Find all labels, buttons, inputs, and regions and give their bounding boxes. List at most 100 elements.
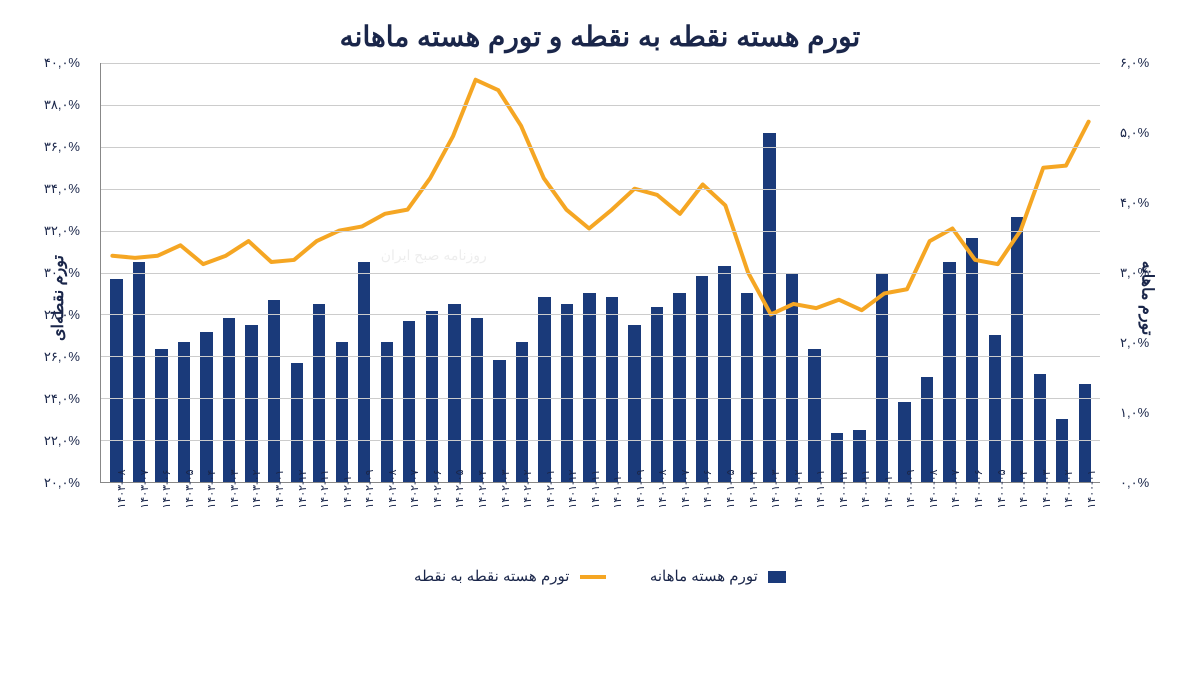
y-left-tick: ۲۸,۰% bbox=[20, 307, 80, 323]
gridline bbox=[101, 189, 1100, 190]
line-path bbox=[112, 80, 1088, 315]
y-right-tick: ۲,۰% bbox=[1120, 335, 1180, 351]
y-left-tick: ۳۸,۰% bbox=[20, 97, 80, 113]
x-tick-label: ۱۴۰۱-۱۲ bbox=[566, 469, 579, 508]
x-label-slot: ۱۴۰۲-۰۷ bbox=[397, 485, 420, 563]
y-right-tick: ۴,۰% bbox=[1120, 195, 1180, 211]
chart-title: تورم هسته نقطه به نقطه و تورم هسته ماهان… bbox=[30, 20, 1170, 53]
x-label-slot: ۱۴۰۲-۰۱ bbox=[532, 485, 555, 563]
x-tick-label: ۱۴۰۳-۰۱ bbox=[273, 469, 286, 508]
gridline bbox=[101, 105, 1100, 106]
x-label-slot: ۱۴۰۱-۰۷ bbox=[668, 485, 691, 563]
y-right-tick: ۱,۰% bbox=[1120, 405, 1180, 421]
x-label-slot: ۱۴۰۰-۰۲ bbox=[1051, 485, 1074, 563]
legend-bar: تورم هسته ماهانه bbox=[650, 567, 786, 585]
y-left-tick: ۴۰,۰% bbox=[20, 55, 80, 71]
gridline bbox=[101, 398, 1100, 399]
x-label-slot: ۱۴۰۳-۰۳ bbox=[217, 485, 240, 563]
x-label-slot: ۱۴۰۰-۱۱ bbox=[848, 485, 871, 563]
x-label-slot: ۱۴۰۰-۰۱ bbox=[1073, 485, 1096, 563]
x-label-slot: ۱۴۰۱-۱۱ bbox=[577, 485, 600, 563]
x-tick-label: ۱۴۰۳-۰۲ bbox=[250, 469, 263, 508]
plot-area: تورم نقطه‌ای تورم ماهانه ۲۰,۰%۲۲,۰%۲۴,۰%… bbox=[30, 63, 1170, 563]
x-label-slot: ۱۴۰۱-۱۰ bbox=[600, 485, 623, 563]
gridline bbox=[101, 273, 1100, 274]
x-label-slot: ۱۴۰۰-۰۵ bbox=[983, 485, 1006, 563]
x-tick-label: ۱۴۰۱-۰۵ bbox=[724, 469, 737, 508]
x-tick-label: ۱۴۰۱-۱۰ bbox=[611, 469, 624, 508]
x-tick-label: ۱۴۰۰-۰۶ bbox=[972, 469, 985, 508]
x-tick-label: ۱۴۰۲-۱۱ bbox=[318, 469, 331, 508]
x-label-slot: ۱۴۰۳-۰۷ bbox=[126, 485, 149, 563]
y-left-tick: ۲۶,۰% bbox=[20, 349, 80, 365]
legend-line: تورم هسته نقطه به نقطه bbox=[414, 567, 606, 585]
legend-line-label: تورم هسته نقطه به نقطه bbox=[414, 568, 569, 585]
x-label-slot: ۱۴۰۱-۰۸ bbox=[645, 485, 668, 563]
x-label-slot: ۱۴۰۳-۰۴ bbox=[194, 485, 217, 563]
x-label-slot: ۱۴۰۰-۱۰ bbox=[871, 485, 894, 563]
x-tick-label: ۱۴۰۰-۱۱ bbox=[859, 469, 872, 508]
gridline bbox=[101, 147, 1100, 148]
x-label-slot: ۱۴۰۲-۱۰ bbox=[329, 485, 352, 563]
x-label-slot: ۱۴۰۲-۱۱ bbox=[307, 485, 330, 563]
grid-area: روزنامه صبح ایران bbox=[100, 63, 1100, 483]
x-label-slot: ۱۴۰۳-۰۱ bbox=[262, 485, 285, 563]
x-label-slot: ۱۴۰۳-۰۸ bbox=[104, 485, 127, 563]
x-label-slot: ۱۴۰۰-۰۸ bbox=[916, 485, 939, 563]
x-label-slot: ۱۴۰۱-۰۵ bbox=[713, 485, 736, 563]
x-label-slot: ۱۴۰۲-۰۴ bbox=[465, 485, 488, 563]
y-left-tick: ۳۲,۰% bbox=[20, 223, 80, 239]
x-tick-label: ۱۴۰۲-۰۴ bbox=[476, 469, 489, 508]
x-tick-label: ۱۴۰۱-۰۳ bbox=[769, 469, 782, 508]
x-tick-label: ۱۴۰۳-۰۴ bbox=[205, 469, 218, 508]
y-right-tick: ۳,۰% bbox=[1120, 265, 1180, 281]
y-right-tick: ۰,۰% bbox=[1120, 475, 1180, 491]
x-tick-label: ۱۴۰۰-۰۴ bbox=[1017, 469, 1030, 508]
x-label-slot: ۱۴۰۲-۰۸ bbox=[375, 485, 398, 563]
x-tick-label: ۱۴۰۰-۱۰ bbox=[882, 469, 895, 508]
x-tick-label: ۱۴۰۲-۰۵ bbox=[453, 469, 466, 508]
y-right-tick: ۵,۰% bbox=[1120, 125, 1180, 141]
x-tick-label: ۱۴۰۱-۰۱ bbox=[814, 469, 827, 508]
x-label-slot: ۱۴۰۲-۰۹ bbox=[352, 485, 375, 563]
x-label-slot: ۱۴۰۱-۰۶ bbox=[690, 485, 713, 563]
x-label-slot: ۱۴۰۳-۰۶ bbox=[149, 485, 172, 563]
gridline bbox=[101, 314, 1100, 315]
x-tick-label: ۱۴۰۳-۰۷ bbox=[138, 469, 151, 508]
legend: تورم هسته ماهانه تورم هسته نقطه به نقطه bbox=[30, 567, 1170, 585]
x-label-slot: ۱۴۰۱-۰۳ bbox=[758, 485, 781, 563]
chart-container: تورم هسته نقطه به نقطه و تورم هسته ماهان… bbox=[0, 0, 1200, 679]
legend-bar-label: تورم هسته ماهانه bbox=[650, 568, 758, 585]
x-labels: ۱۴۰۰-۰۱۱۴۰۰-۰۲۱۴۰۰-۰۳۱۴۰۰-۰۴۱۴۰۰-۰۵۱۴۰۰-… bbox=[100, 485, 1100, 563]
x-label-slot: ۱۴۰۳-۰۲ bbox=[239, 485, 262, 563]
x-tick-label: ۱۴۰۲-۰۹ bbox=[363, 469, 376, 508]
x-tick-label: ۱۴۰۱-۰۴ bbox=[747, 469, 760, 508]
x-tick-label: ۱۴۰۲-۰۶ bbox=[431, 469, 444, 508]
x-tick-label: ۱۴۰۰-۰۳ bbox=[1040, 469, 1053, 508]
x-label-slot: ۱۴۰۰-۰۹ bbox=[893, 485, 916, 563]
x-tick-label: ۱۴۰۱-۱۱ bbox=[589, 469, 602, 508]
x-tick-label: ۱۴۰۲-۰۷ bbox=[408, 469, 421, 508]
x-tick-label: ۱۴۰۲-۰۱ bbox=[544, 469, 557, 508]
y-left-tick: ۳۶,۰% bbox=[20, 139, 80, 155]
x-tick-label: ۱۴۰۲-۱۰ bbox=[341, 469, 354, 508]
x-tick-label: ۱۴۰۳-۰۵ bbox=[183, 469, 196, 508]
x-label-slot: ۱۴۰۲-۰۲ bbox=[510, 485, 533, 563]
y-right-labels: ۰,۰%۱,۰%۲,۰%۳,۰%۴,۰%۵,۰%۶,۰% bbox=[1110, 63, 1170, 483]
x-tick-label: ۱۴۰۰-۰۵ bbox=[995, 469, 1008, 508]
line-swatch bbox=[580, 575, 606, 579]
x-tick-label: ۱۴۰۰-۱۲ bbox=[837, 469, 850, 508]
x-tick-label: ۱۴۰۱-۰۹ bbox=[634, 469, 647, 508]
x-label-slot: ۱۴۰۰-۰۶ bbox=[961, 485, 984, 563]
y-left-tick: ۳۴,۰% bbox=[20, 181, 80, 197]
x-tick-label: ۱۴۰۱-۰۶ bbox=[701, 469, 714, 508]
x-label-slot: ۱۴۰۱-۰۹ bbox=[623, 485, 646, 563]
gridline bbox=[101, 440, 1100, 441]
x-tick-label: ۱۴۰۲-۰۳ bbox=[499, 469, 512, 508]
x-label-slot: ۱۴۰۰-۱۲ bbox=[825, 485, 848, 563]
y-left-tick: ۲۲,۰% bbox=[20, 433, 80, 449]
x-label-slot: ۱۴۰۱-۰۱ bbox=[803, 485, 826, 563]
gridline bbox=[101, 356, 1100, 357]
x-label-slot: ۱۴۰۲-۱۲ bbox=[284, 485, 307, 563]
x-label-slot: ۱۴۰۰-۰۴ bbox=[1006, 485, 1029, 563]
